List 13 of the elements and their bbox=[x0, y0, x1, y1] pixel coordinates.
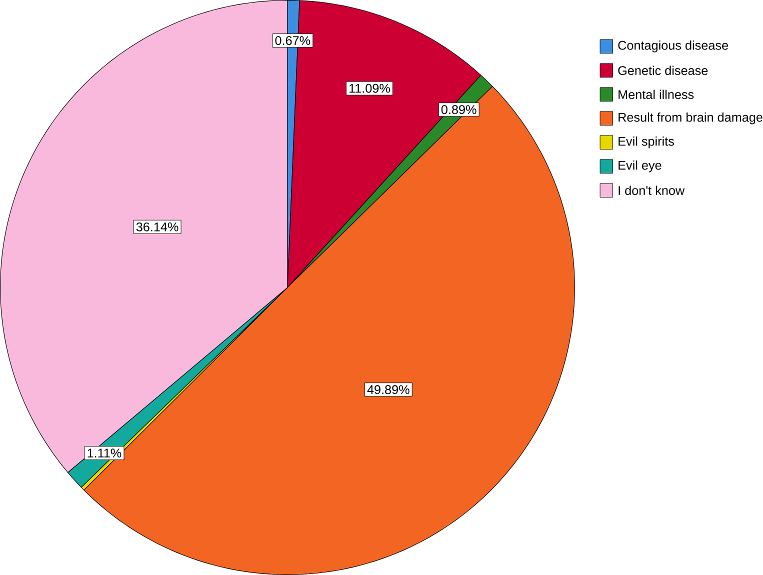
data-label: 0.67% bbox=[275, 36, 310, 46]
legend-label: Evil spirits bbox=[618, 136, 674, 148]
legend-label: Result from brain damage bbox=[618, 112, 762, 124]
legend-label: Mental illness bbox=[618, 90, 694, 100]
data-label: 36.14% bbox=[136, 222, 178, 232]
legend-label: I don't know bbox=[618, 186, 685, 196]
legend-label: Contagious disease bbox=[618, 40, 728, 52]
legend-label: Evil eye bbox=[618, 160, 662, 172]
data-label: 0.89% bbox=[441, 105, 476, 114]
legend-label: Genetic disease bbox=[618, 66, 708, 76]
data-label: 49.89% bbox=[367, 385, 410, 394]
data-label: 1.11% bbox=[88, 448, 122, 458]
data-label: 11.09% bbox=[349, 84, 390, 93]
